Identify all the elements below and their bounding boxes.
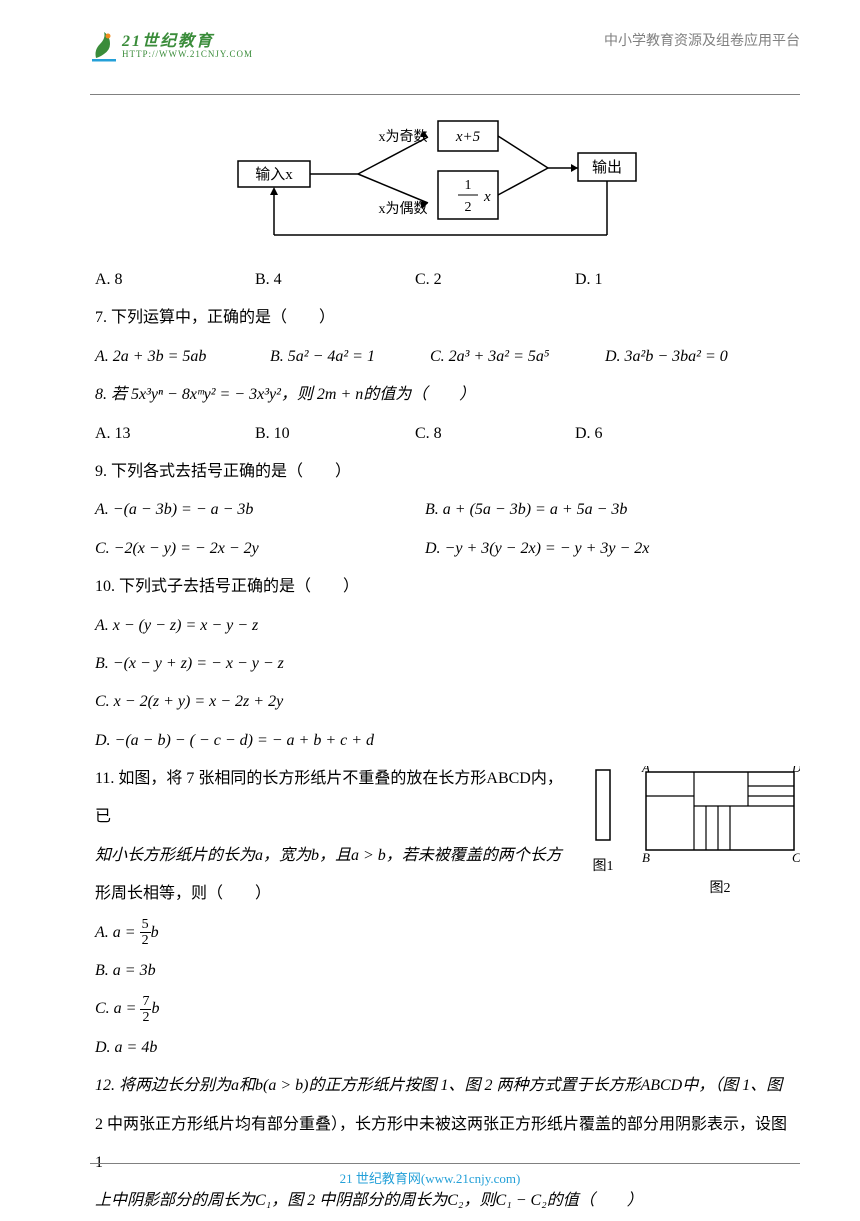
q7-opt-b: B. 5a² − 4a² = 1 [270,338,430,376]
q6-opt-b: B. 4 [255,261,415,299]
q8-stem: 8. 若 5x³yⁿ − 8xᵐy² = − 3x³y²，则 2m + n的值为… [95,376,790,414]
svg-text:x: x [483,189,491,205]
q10-opt-a: A. x − (y − z) = x − y − z [95,607,790,645]
q8-options: A. 13 B. 10 C. 8 D. 6 [95,415,790,453]
flow-cond-odd: x为奇数 [378,128,427,145]
q10-opt-c: C. x − 2(z + y) = x − 2z + 2y [95,683,790,721]
logo-icon [90,30,118,62]
q11-line1: 11. 如图，将 7 张相同的长方形纸片不重叠的放在长方形ABCD内，已 [95,760,565,837]
fig2-label: 图2 [710,872,731,906]
logo-text: 21世纪教育 HTTP://WWW.21CNJY.COM [122,34,253,59]
q9-opt-b: B. a + (5a − 3b) = a + 5a − 3b [425,491,755,529]
fig1-icon [592,766,614,844]
q9-options-1: A. −(a − 3b) = − a − 3b B. a + (5a − 3b)… [95,491,790,529]
q9-options-2: C. −2(x − y) = − 2x − 2y D. −y + 3(y − 2… [95,530,790,568]
q10-opt-d: D. −(a − b) − ( − c − d) = − a + b + c +… [95,722,790,760]
header-tagline: 中小学教育资源及组卷应用平台 [604,30,800,50]
q6-opt-d: D. 1 [575,261,735,299]
q9-stem: 9. 下列各式去括号正确的是（ ） [95,453,790,491]
svg-text:2: 2 [464,200,471,215]
q12-line3: 上中阴影部分的周长为C₁，图 2 中阴部分的周长为C₂，则C₁ − C₂的值（ … [95,1182,790,1220]
q11-line2: 知小长方形纸片的长为a，宽为b，且a > b，若未被覆盖的两个长方 [95,837,565,875]
q8-opt-d: D. 6 [575,415,735,453]
q8-opt-b: B. 10 [255,415,415,453]
fig2-icon: A D B C [640,766,800,866]
page-header: 21世纪教育 HTTP://WWW.21CNJY.COM 中小学教育资源及组卷应… [0,0,860,90]
q11-figures: 图1 A D B [592,766,800,906]
q10-opt-b: B. −(x − y + z) = − x − y − z [95,645,790,683]
svg-text:C: C [792,850,800,865]
q8-opt-a: A. 13 [95,415,255,453]
logo-title: 21世纪教育 [122,34,253,50]
q7-opt-a: A. 2a + 3b = 5ab [95,338,270,376]
q6-opt-a: A. 8 [95,261,255,299]
q7-opt-c: C. 2a³ + 3a² = 5a⁵ [430,338,605,376]
logo: 21世纪教育 HTTP://WWW.21CNJY.COM [90,30,253,62]
q9-opt-a: A. −(a − 3b) = − a − 3b [95,491,425,529]
q9-opt-d: D. −y + 3(y − 2x) = − y + 3y − 2x [425,530,755,568]
flow-output: 输出 [591,159,621,176]
footer-divider [90,1163,800,1164]
page-footer: 21 世纪教育网(www.21cnjy.com) [0,1163,860,1188]
q11-opt-d: D. a = 4b [95,1029,565,1067]
q11-opt-a: A. a = 52b [95,914,565,952]
q10-stem: 10. 下列式子去括号正确的是（ ） [95,568,790,606]
svg-text:A: A [641,766,650,775]
q7-opt-d: D. 3a²b − 3ba² = 0 [605,338,728,376]
flow-cond-even: x为偶数 [378,201,427,217]
q7-options: A. 2a + 3b = 5ab B. 5a² − 4a² = 1 C. 2a³… [95,338,790,376]
q11-line3: 形周长相等，则（ ） [95,875,565,913]
q9-opt-c: C. −2(x − y) = − 2x − 2y [95,530,425,568]
q6-opt-c: C. 2 [415,261,575,299]
q8-opt-c: C. 8 [415,415,575,453]
flow-box-top: x+5 [454,129,480,145]
svg-text:D: D [791,766,800,775]
footer-text: 21 世纪教育网(www.21cnjy.com) [340,1171,521,1186]
flowchart: 输入x x为奇数 x为偶数 x+5 1 2 x 输 [95,113,790,243]
q7-stem: 7. 下列运算中，正确的是（ ） [95,299,790,337]
q11-opt-c: C. a = 72b [95,990,565,1028]
flow-input: 输入x [255,166,293,183]
fig1-label: 图1 [593,850,614,884]
q6-options: A. 8 B. 4 C. 2 D. 1 [95,261,790,299]
q12-line1: 12. 将两边长分别为a和b(a > b)的正方形纸片按图 1、图 2 两种方式… [95,1067,790,1105]
svg-text:1: 1 [464,178,471,193]
page-content: 输入x x为奇数 x为偶数 x+5 1 2 x 输 [0,95,860,1221]
svg-text:B: B [642,850,650,865]
q11-opt-b: B. a = 3b [95,952,565,990]
q11: 11. 如图，将 7 张相同的长方形纸片不重叠的放在长方形ABCD内，已 知小长… [95,760,790,1067]
logo-url: HTTP://WWW.21CNJY.COM [122,50,253,59]
